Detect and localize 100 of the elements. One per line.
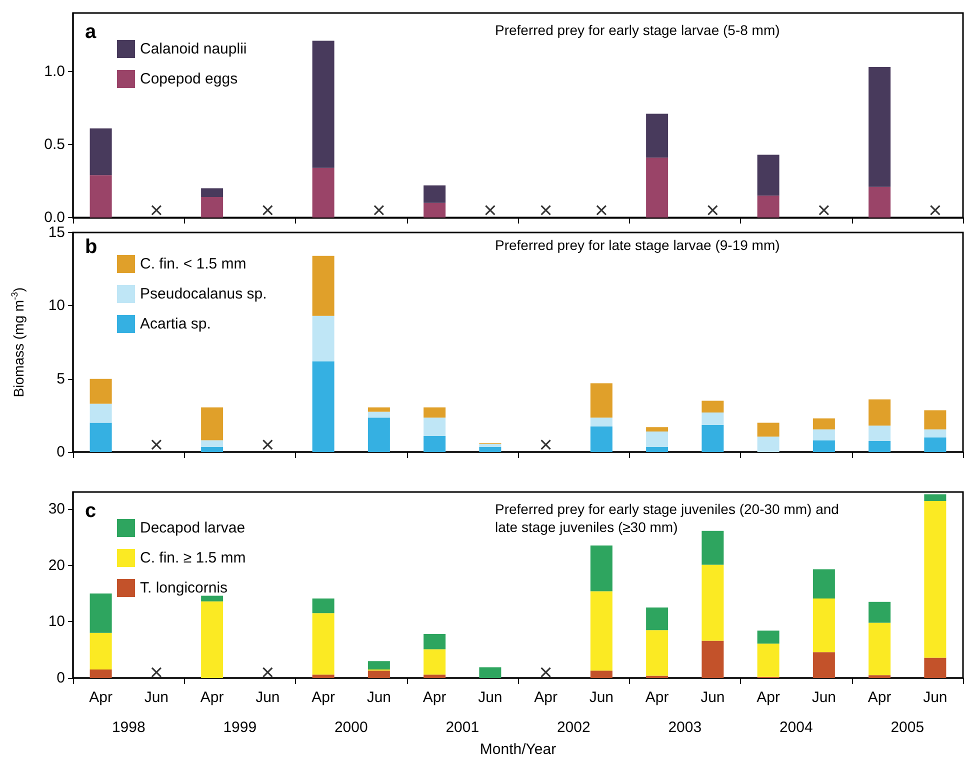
chart-subtitle: Preferred prey for late stage larvae (9-19 mm) bbox=[495, 237, 780, 253]
bar bbox=[812, 440, 835, 452]
x-axis-title: Month/Year bbox=[480, 741, 556, 758]
bar bbox=[702, 640, 724, 678]
y-tick-label: 30 bbox=[48, 500, 65, 518]
bar bbox=[90, 175, 112, 218]
y-tick-label: 20 bbox=[48, 556, 65, 574]
legend-label: C. fin. ≥ 1.5 mm bbox=[140, 550, 246, 566]
bar bbox=[90, 422, 112, 452]
y-tick-label: 10 bbox=[48, 297, 65, 314]
x-tick-label: Jun bbox=[700, 689, 725, 706]
bar bbox=[479, 446, 502, 452]
bar bbox=[90, 128, 112, 176]
text: 1999 bbox=[223, 719, 257, 736]
x-tick-label: Jun bbox=[478, 689, 502, 706]
bar bbox=[757, 422, 780, 437]
bar bbox=[812, 598, 835, 652]
bar bbox=[90, 404, 112, 423]
bar bbox=[812, 418, 835, 430]
x-tick-label: Apr bbox=[89, 689, 112, 706]
bar bbox=[424, 407, 446, 418]
bar bbox=[868, 67, 891, 187]
bar bbox=[590, 670, 612, 678]
bar bbox=[368, 418, 390, 452]
x-tick-label: Jun bbox=[256, 689, 280, 706]
bar bbox=[590, 383, 612, 418]
y-tick-label: 0 bbox=[56, 444, 65, 460]
y-tick-label: 0 bbox=[56, 670, 65, 686]
bar bbox=[868, 622, 891, 676]
bar bbox=[424, 436, 446, 452]
bar bbox=[312, 316, 334, 362]
bar bbox=[590, 591, 612, 671]
legend-label: T. longicornis bbox=[140, 580, 228, 596]
bar bbox=[424, 649, 446, 675]
x-tick-label: Jun bbox=[923, 689, 948, 706]
bar bbox=[646, 158, 668, 218]
bar bbox=[312, 40, 334, 168]
bar bbox=[368, 661, 390, 670]
x-tick-label: Apr bbox=[422, 689, 446, 706]
bar bbox=[90, 593, 112, 633]
bar bbox=[590, 546, 612, 592]
bar bbox=[812, 652, 835, 678]
bar bbox=[868, 675, 891, 678]
bar bbox=[424, 674, 446, 678]
y-tick-label: 0.5 bbox=[44, 136, 65, 153]
bar bbox=[424, 418, 446, 436]
bar bbox=[702, 424, 724, 452]
y-tick-label: 5 bbox=[56, 370, 65, 388]
legend-label: Calanoid nauplii bbox=[140, 40, 247, 58]
bar bbox=[201, 197, 224, 218]
bar bbox=[312, 598, 334, 614]
text: 2001 bbox=[446, 719, 480, 736]
text: 2004 bbox=[779, 719, 813, 736]
text: 2000 bbox=[334, 719, 368, 736]
bar bbox=[201, 601, 224, 678]
text: 2002 bbox=[556, 719, 590, 736]
bar bbox=[479, 444, 502, 447]
bar bbox=[702, 412, 724, 425]
legend-label: Decapod larvae bbox=[140, 520, 246, 536]
bar bbox=[757, 630, 780, 644]
bar bbox=[646, 608, 668, 630]
bar bbox=[646, 427, 668, 432]
text: 2005 bbox=[890, 719, 924, 736]
bar bbox=[312, 256, 334, 316]
chart-title: c bbox=[85, 500, 96, 522]
bar bbox=[368, 407, 390, 412]
bar bbox=[368, 412, 390, 418]
text: 1998 bbox=[112, 719, 146, 736]
bar bbox=[702, 564, 724, 641]
bar bbox=[201, 446, 224, 452]
bar bbox=[590, 418, 612, 426]
y-tick-label: 0.0 bbox=[44, 209, 65, 226]
bar bbox=[646, 446, 668, 452]
legend-label: Pseudocalanus sp. bbox=[140, 286, 267, 302]
bar bbox=[924, 494, 946, 502]
bar bbox=[646, 432, 668, 447]
x-tick-label: Jun bbox=[589, 689, 614, 706]
bar bbox=[424, 185, 446, 203]
bar bbox=[90, 632, 112, 670]
y-tick-label: 1.0 bbox=[44, 62, 65, 80]
x-tick-label: Jun bbox=[366, 689, 392, 706]
legend-label: C. fin. < 1.5 mm bbox=[140, 256, 246, 272]
x-tick-label: Apr bbox=[534, 689, 558, 706]
bar bbox=[924, 429, 946, 438]
bar bbox=[201, 440, 224, 447]
x-tick-label: Jun bbox=[144, 689, 169, 706]
bar bbox=[868, 426, 891, 442]
legend-label: Copepod eggs bbox=[140, 70, 238, 88]
bar bbox=[201, 596, 224, 602]
x-tick-label: Jun bbox=[812, 689, 836, 706]
bar bbox=[312, 674, 334, 678]
bar bbox=[757, 196, 780, 218]
bar bbox=[868, 441, 891, 452]
bar bbox=[702, 400, 724, 412]
text: Preferred prey for early stage larvae (5-8 mm) bbox=[495, 22, 780, 38]
bar bbox=[924, 410, 946, 430]
bar bbox=[90, 670, 112, 678]
bar bbox=[312, 613, 334, 675]
bar bbox=[868, 399, 891, 426]
y-tick-label: 15 bbox=[48, 224, 65, 241]
